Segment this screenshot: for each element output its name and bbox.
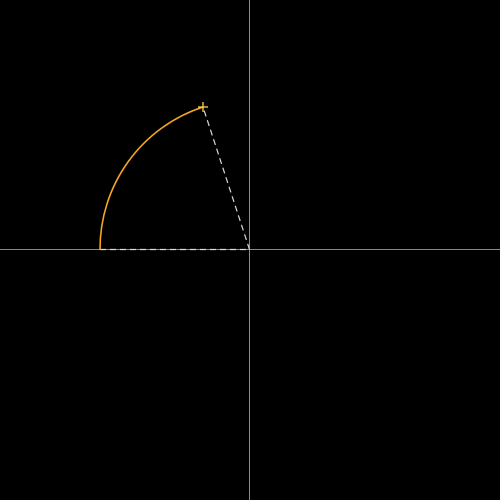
crosshair-plus-icon bbox=[198, 102, 208, 112]
radius-guide-angled bbox=[202, 106, 251, 250]
arc-in-progress[interactable] bbox=[99, 106, 204, 250]
